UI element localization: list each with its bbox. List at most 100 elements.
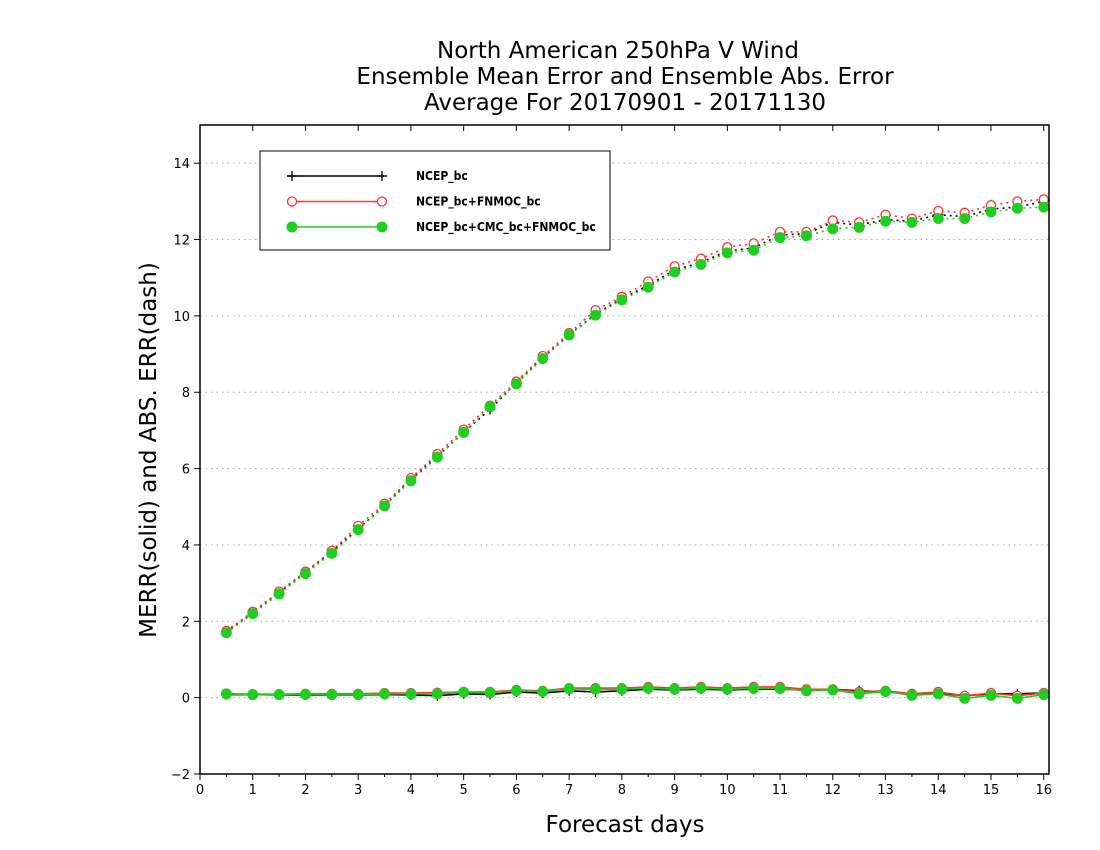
legend-item-ncep-bc: NCEP_bc [287,169,468,184]
abserr-point [774,232,786,244]
merr-point [1011,692,1023,704]
merr-point [669,683,681,695]
x-tick-label: 1 [249,783,257,798]
abserr-point [431,451,443,463]
x-tick-label: 6 [512,783,520,798]
y-tick-label: 10 [173,310,190,325]
merr-point [299,688,311,700]
abserr-point [748,244,760,256]
x-tick-label: 12 [825,783,842,798]
abserr-point [800,230,812,242]
abserr-point [563,329,575,341]
x-tick-label: 16 [1035,783,1052,798]
abserr-point [1011,202,1023,214]
abserr-point [985,206,997,218]
y-axis-label: MERR(solid) and ABS. ERR(dash) [136,262,162,638]
abserr-point [589,309,601,321]
legend-marker-start [287,171,297,181]
abserr-line [225,198,1044,632]
chart-title-line-3: Average For 20170901 - 20171130 [424,90,826,116]
merr-point [405,688,417,700]
legend-item-ncep-bc-cmc-bc-fnmoc-bc: NCEP_bc+CMC_bc+FNMOC_bc [286,220,596,235]
x-tick-label: 9 [670,783,678,798]
chart-title-line-1: North American 250hPa V Wind [437,38,799,64]
x-axis-label: Forecast days [546,812,705,838]
y-tick-label: 4 [182,539,190,554]
y-tick-label: 6 [182,463,190,478]
merr-point [853,688,865,700]
abserr-point [405,475,417,487]
legend-marker-end [377,171,387,181]
merr-point [589,683,601,695]
plot-frame [199,124,1050,775]
merr-point [748,682,760,694]
legend-label: NCEP_bc+CMC_bc+FNMOC_bc [416,220,596,235]
merr-point [458,686,470,698]
series-ncep-bc [221,196,1049,701]
y-tick-label: 0 [182,692,190,707]
abserr-point [220,627,232,639]
abserr-point [510,378,522,390]
merr-point [827,684,839,696]
merr-point [1038,689,1050,701]
x-tick-label: 8 [618,783,626,798]
abserr-point [537,353,549,365]
merr-point [721,683,733,695]
abserr-point [273,588,285,600]
abserr-line [225,206,1044,634]
abserr-point [721,247,733,259]
abserr-point [247,608,259,620]
abserr-point [880,215,892,227]
abserr-point [642,281,654,293]
abserr-point [458,426,470,438]
abserr-line [225,200,1044,633]
merr-point [880,686,892,698]
legend-marker-end [376,196,388,207]
y-tick-label: 14 [173,157,190,172]
x-tick-label: 4 [407,783,415,798]
chart-title: North American 250hPa V Wind Ensemble Me… [356,38,894,116]
abserr-point [352,524,364,536]
abserr-point [695,258,707,270]
x-tick-label: 3 [354,783,362,798]
y-tick-label: 8 [182,386,190,401]
abserr-point [906,216,918,228]
merr-point [220,688,232,700]
merr-point [510,685,522,697]
abserr-point [669,266,681,278]
abserr-point [853,221,865,233]
merr-point [695,682,707,694]
legend-marker-end [376,221,388,233]
gridlines [200,162,1049,775]
chart-title-line-2: Ensemble Mean Error and Ensemble Abs. Er… [356,64,894,90]
merr-point [484,687,496,699]
x-tick-label: 2 [301,783,309,798]
y-tick-label: 2 [182,615,190,630]
abserr-point [616,294,628,306]
merr-point [379,688,391,700]
merr-point [537,686,549,698]
abserr-point [379,500,391,512]
abserr-point [1038,201,1050,213]
x-tick-label: 7 [565,783,573,798]
legend-label: NCEP_bc+FNMOC_bc [416,195,541,210]
merr-point [774,682,786,694]
merr-point [563,683,575,695]
merr-point [247,689,259,701]
series-ncep-bc-cmc-bc-fnmoc-bc [220,201,1050,704]
x-tick-label: 13 [877,783,894,798]
x-tick-label: 10 [719,783,736,798]
abserr-point [299,568,311,580]
merr-point [642,682,654,694]
merr-point [800,685,812,697]
merr-point [431,688,443,700]
merr-point [906,689,918,701]
x-tick-label: 14 [930,783,947,798]
x-tick-label: 15 [983,783,1000,798]
abserr-point [326,547,338,559]
abserr-point [484,401,496,413]
x-tick-label: 11 [772,783,789,798]
abserr-point [827,223,839,235]
